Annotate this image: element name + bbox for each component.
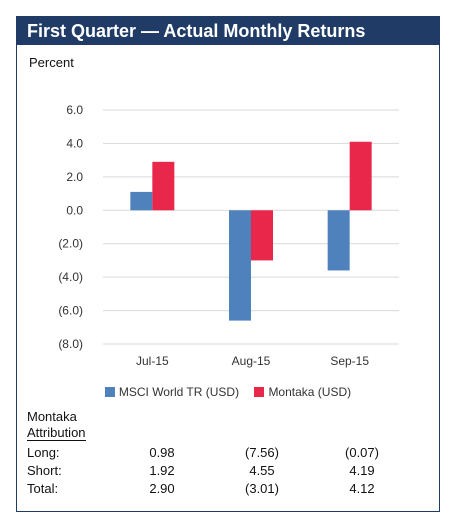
- row-value-sep: (0.07): [345, 445, 379, 460]
- legend-item-montaka: Montaka (USD): [254, 385, 351, 399]
- attribution-row-short: Short: 1.92 4.55 4.19: [27, 463, 427, 481]
- row-label: Long:: [27, 445, 60, 460]
- y-tick-label: 0.0: [66, 203, 83, 217]
- legend-label-montaka: Montaka (USD): [268, 385, 352, 399]
- y-tick-label: 4.0: [66, 136, 83, 150]
- y-tick-label: 2.0: [66, 170, 83, 184]
- legend-item-msci: MSCI World TR (USD): [104, 385, 240, 399]
- y-tick-label: (2.0): [58, 237, 83, 251]
- y-tick-label: 6.0: [66, 103, 83, 117]
- bar-montaka-jul-15: [152, 161, 175, 211]
- row-value-aug: 4.55: [249, 463, 275, 478]
- legend-swatch-msci: [104, 387, 115, 397]
- row-label: Short:: [27, 463, 62, 478]
- y-tick-label: (4.0): [58, 270, 83, 284]
- chart-legend: MSCI World TR (USD) Montaka (USD): [17, 385, 439, 400]
- bar-msci-aug-15: [229, 210, 251, 321]
- row-value-aug: (3.01): [245, 481, 279, 496]
- bar-msci-sep-15: [327, 210, 350, 271]
- row-label: Total:: [27, 481, 59, 496]
- panel-title: First Quarter — Actual Monthly Returns: [17, 17, 439, 45]
- row-value-sep: 4.12: [349, 481, 375, 496]
- attribution-table: Montaka Attribution Long: 0.98 (7.56) (0…: [27, 409, 379, 496]
- row-value-jul: 0.98: [149, 445, 175, 460]
- x-tick-label: Jul-15: [136, 354, 169, 368]
- x-tick-label: Sep-15: [330, 354, 369, 368]
- attribution-title: Montaka: [27, 409, 77, 424]
- chart-panel: First Quarter — Actual Monthly Returns P…: [16, 16, 440, 512]
- attribution-row-long: Long: 0.98 (7.56) (0.07): [27, 445, 427, 463]
- y-tick-label: (8.0): [58, 337, 83, 351]
- row-value-aug: (7.56): [245, 445, 279, 460]
- attribution-subtitle: Attribution: [27, 425, 86, 441]
- bar-chart: 6.0 4.0 2.0 0.0 (2.0) (4.0) (6.0) (8.0) Jul-15 Au…: [58, 103, 399, 368]
- row-value-sep: 4.19: [349, 463, 375, 478]
- row-value-jul: 2.90: [149, 481, 175, 496]
- bar-montaka-aug-15: [251, 210, 273, 261]
- y-tick-label: (6.0): [58, 304, 83, 318]
- x-tick-label: Aug-15: [232, 354, 271, 368]
- bar-msci-jul-15: [130, 191, 153, 211]
- attribution-row-total: Total: 2.90 (3.01) 4.12: [27, 481, 427, 499]
- y-axis-unit-label: Percent: [29, 55, 74, 70]
- row-value-jul: 1.92: [149, 463, 175, 478]
- bar-montaka-sep-15: [349, 141, 372, 211]
- legend-swatch-montaka: [254, 387, 265, 397]
- legend-label-msci: MSCI World TR (USD): [118, 385, 240, 399]
